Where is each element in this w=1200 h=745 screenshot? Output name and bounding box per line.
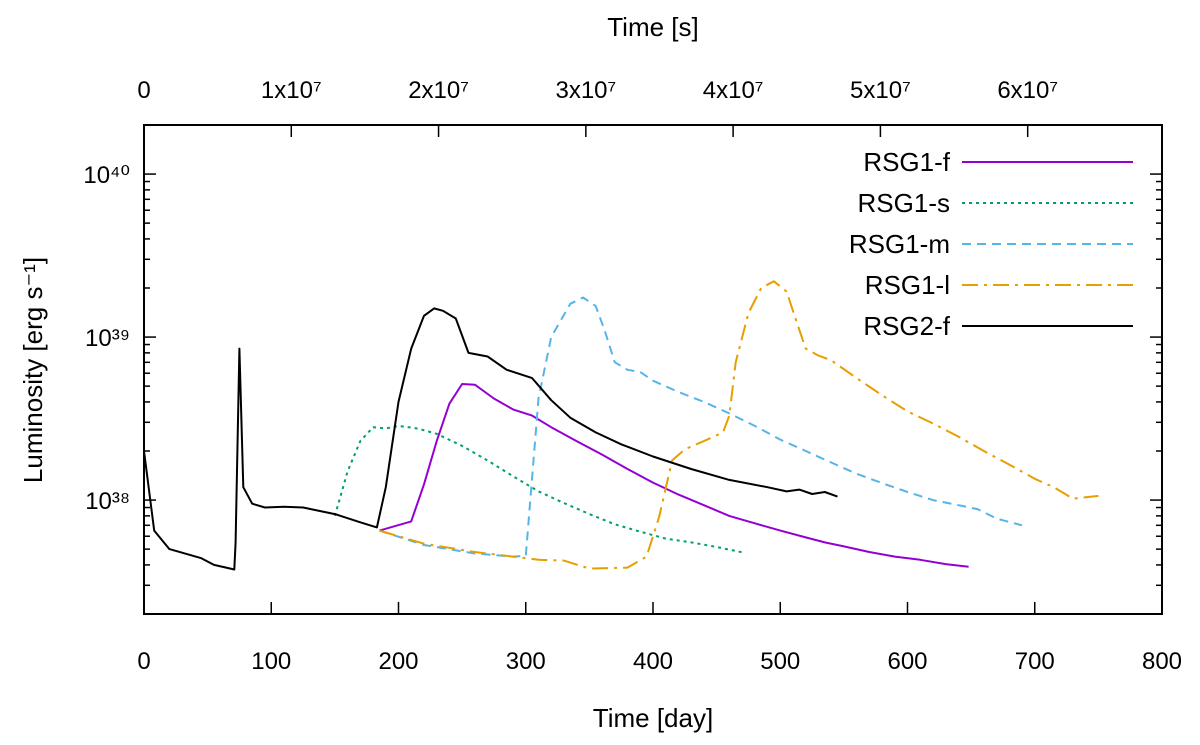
legend-label: RSG1-f xyxy=(863,147,950,177)
series-lines xyxy=(143,280,1099,571)
x-tick-labels: 0 100 200 300 400 500 600 700 800 xyxy=(137,648,1182,675)
legend-label: RSG1-l xyxy=(865,270,950,300)
x-tick-label: 0 xyxy=(137,648,150,675)
legend-label: RSG1-s xyxy=(858,188,950,218)
x2-tick-label: 3x10⁷ xyxy=(555,77,616,104)
y-tick-label: 10³⁸ xyxy=(85,488,130,515)
series-line-rsg2-f xyxy=(143,307,838,571)
y-axis-label: Luminosity [erg s⁻¹] xyxy=(18,257,48,483)
x2-tick-label: 6x10⁷ xyxy=(997,77,1058,104)
series-line-rsg1-s xyxy=(333,424,745,554)
series-line-rsg1-f xyxy=(379,383,969,568)
x2-axis-label: Time [s] xyxy=(607,12,698,42)
x-tick-label: 700 xyxy=(1015,648,1055,675)
x2-tick-label: 1x10⁷ xyxy=(261,77,322,104)
x-tick-label: 600 xyxy=(887,648,927,675)
x-axis-label: Time [day] xyxy=(593,703,713,733)
x2-tick-label: 4x10⁷ xyxy=(703,77,764,104)
x-tick-label: 100 xyxy=(251,648,291,675)
x-tick-label: 300 xyxy=(506,648,546,675)
plot-frame xyxy=(143,124,1163,615)
legend-label: RSG1-m xyxy=(849,229,950,259)
axis-ticks xyxy=(143,124,1163,615)
x2-tick-label: 5x10⁷ xyxy=(850,77,911,104)
x2-tick-labels: 0 1x10⁷ 2x10⁷ 3x10⁷ 4x10⁷ 5x10⁷ 6x10⁷ xyxy=(137,77,1058,104)
x2-tick-label: 2x10⁷ xyxy=(408,77,469,104)
x-tick-label: 200 xyxy=(378,648,418,675)
y-tick-labels: 10³⁸ 10³⁹ 10⁴⁰ xyxy=(83,162,130,515)
legend-label: RSG2-f xyxy=(863,311,950,341)
x-tick-label: 400 xyxy=(633,648,673,675)
y-tick-label: 10³⁹ xyxy=(85,325,130,352)
x-tick-label: 800 xyxy=(1142,648,1182,675)
x-tick-label: 500 xyxy=(760,648,800,675)
y-tick-label: 10⁴⁰ xyxy=(83,162,130,189)
series-line-rsg1-l xyxy=(379,280,1099,570)
x2-tick-label: 0 xyxy=(137,77,150,104)
legend: RSG1-f RSG1-s RSG1-m RSG1-l RSG2-f xyxy=(849,147,1133,341)
